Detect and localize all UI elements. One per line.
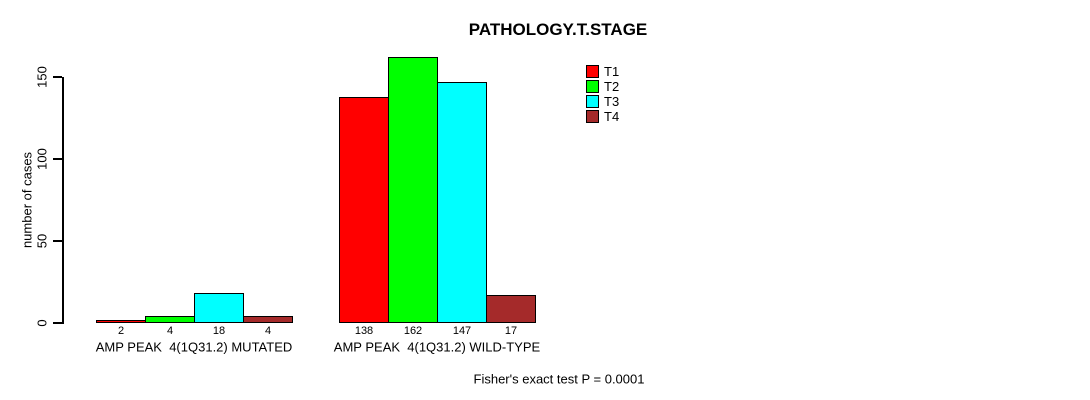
bar-value-label: 4 [166, 325, 174, 337]
y-axis-tick [53, 240, 62, 242]
legend-color-swatch [586, 95, 599, 108]
legend-item-label: T2 [604, 79, 620, 94]
bar-t4-group2 [486, 295, 536, 323]
bar-t3-group2 [437, 82, 487, 323]
y-axis-tick-label: 0 [34, 319, 50, 327]
bar-value-label: 147 [452, 325, 472, 337]
legend-item-t2: T2 [586, 79, 619, 94]
y-axis-tick-label: 150 [34, 66, 50, 88]
y-axis-tick-label: 50 [34, 233, 50, 249]
bar-value-label: 17 [504, 325, 518, 337]
bar-t2-group1 [145, 316, 195, 323]
bar-t4-group1 [243, 316, 293, 323]
bar-t2-group2 [388, 57, 438, 323]
legend-item-t3: T3 [586, 94, 619, 109]
category-label: AMP PEAK 4(1Q31.2) MUTATED [95, 339, 293, 355]
bar-value-label: 2 [117, 325, 125, 337]
category-label: AMP PEAK 4(1Q31.2) WILD-TYPE [333, 339, 541, 355]
bar-t3-group1 [194, 293, 244, 323]
y-axis-tick [53, 76, 62, 78]
legend: T1 T2 T3 T4 [586, 64, 619, 124]
y-axis-tick-label: 100 [34, 148, 50, 170]
y-axis [62, 77, 64, 324]
legend-item-t4: T4 [586, 109, 619, 124]
bar-value-label: 162 [403, 325, 423, 337]
legend-color-swatch [586, 110, 599, 123]
bar-value-label: 4 [264, 325, 272, 337]
y-axis-tick [53, 158, 62, 160]
legend-item-label: T1 [604, 64, 620, 79]
legend-item-t1: T1 [586, 64, 619, 79]
chart-title: PATHOLOGY.T.STAGE [468, 20, 648, 39]
legend-item-label: T3 [604, 94, 620, 109]
legend-color-swatch [586, 80, 599, 93]
bar-t1-group1 [96, 320, 146, 323]
bar-value-label: 138 [354, 325, 374, 337]
legend-color-swatch [586, 65, 599, 78]
bar-value-label: 18 [212, 325, 226, 337]
legend-item-label: T4 [604, 109, 620, 124]
y-axis-label: number of cases [19, 151, 35, 249]
bar-t1-group2 [339, 97, 389, 323]
y-axis-tick [53, 322, 62, 324]
stat-annotation: Fisher's exact test P = 0.0001 [473, 371, 645, 387]
